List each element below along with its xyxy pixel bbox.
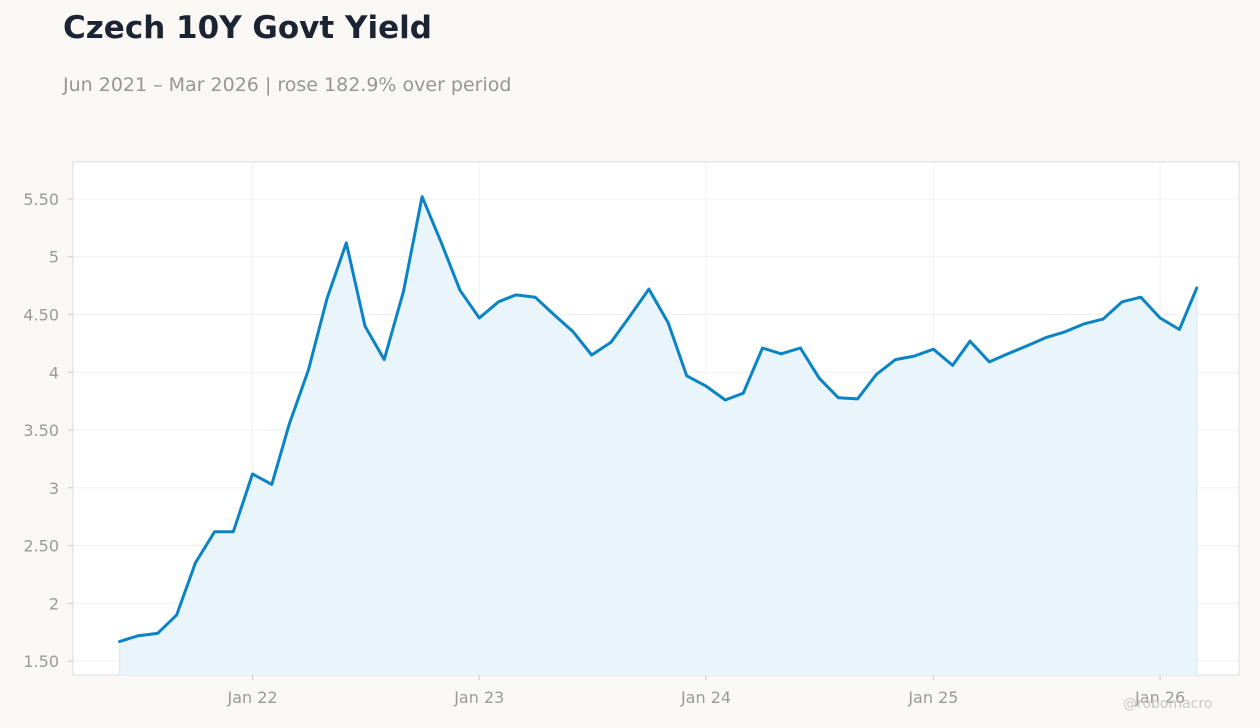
x-tick-label: Jan 25 [907,688,958,707]
y-tick-label: 1.50 [23,652,59,671]
series-area-edge [119,287,1198,675]
y-tick-label: 2.50 [23,537,59,556]
y-axis: 1.50 2 2.50 3 3.50 4 4.50 5 5.50 [23,190,73,671]
y-tick-label: 3 [49,479,59,498]
y-tick-label: 5.50 [23,190,59,209]
y-tick-label: 4 [49,363,59,382]
y-tick-label: 2 [49,594,59,613]
x-axis: Jan 22 Jan 23 Jan 24 Jan 25 Jan 26 [226,675,1185,707]
x-tick-label: Jan 23 [453,688,504,707]
series-area [119,196,1197,675]
chart-title: Czech 10Y Govt Yield [63,10,432,46]
chart-subtitle: Jun 2021 – Mar 2026 | rose 182.9% over p… [63,74,512,96]
series-line [118,195,1199,643]
x-tick-label: Jan 24 [680,688,731,707]
watermark: @robomacro [1123,696,1213,712]
y-tick-label: 4.50 [23,306,59,325]
x-tick-label: Jan 22 [226,688,277,707]
x-tick-label: Jan 26 [1134,688,1185,707]
y-tick-label: 3.50 [23,421,59,440]
y-tick-label: 5 [49,248,59,267]
